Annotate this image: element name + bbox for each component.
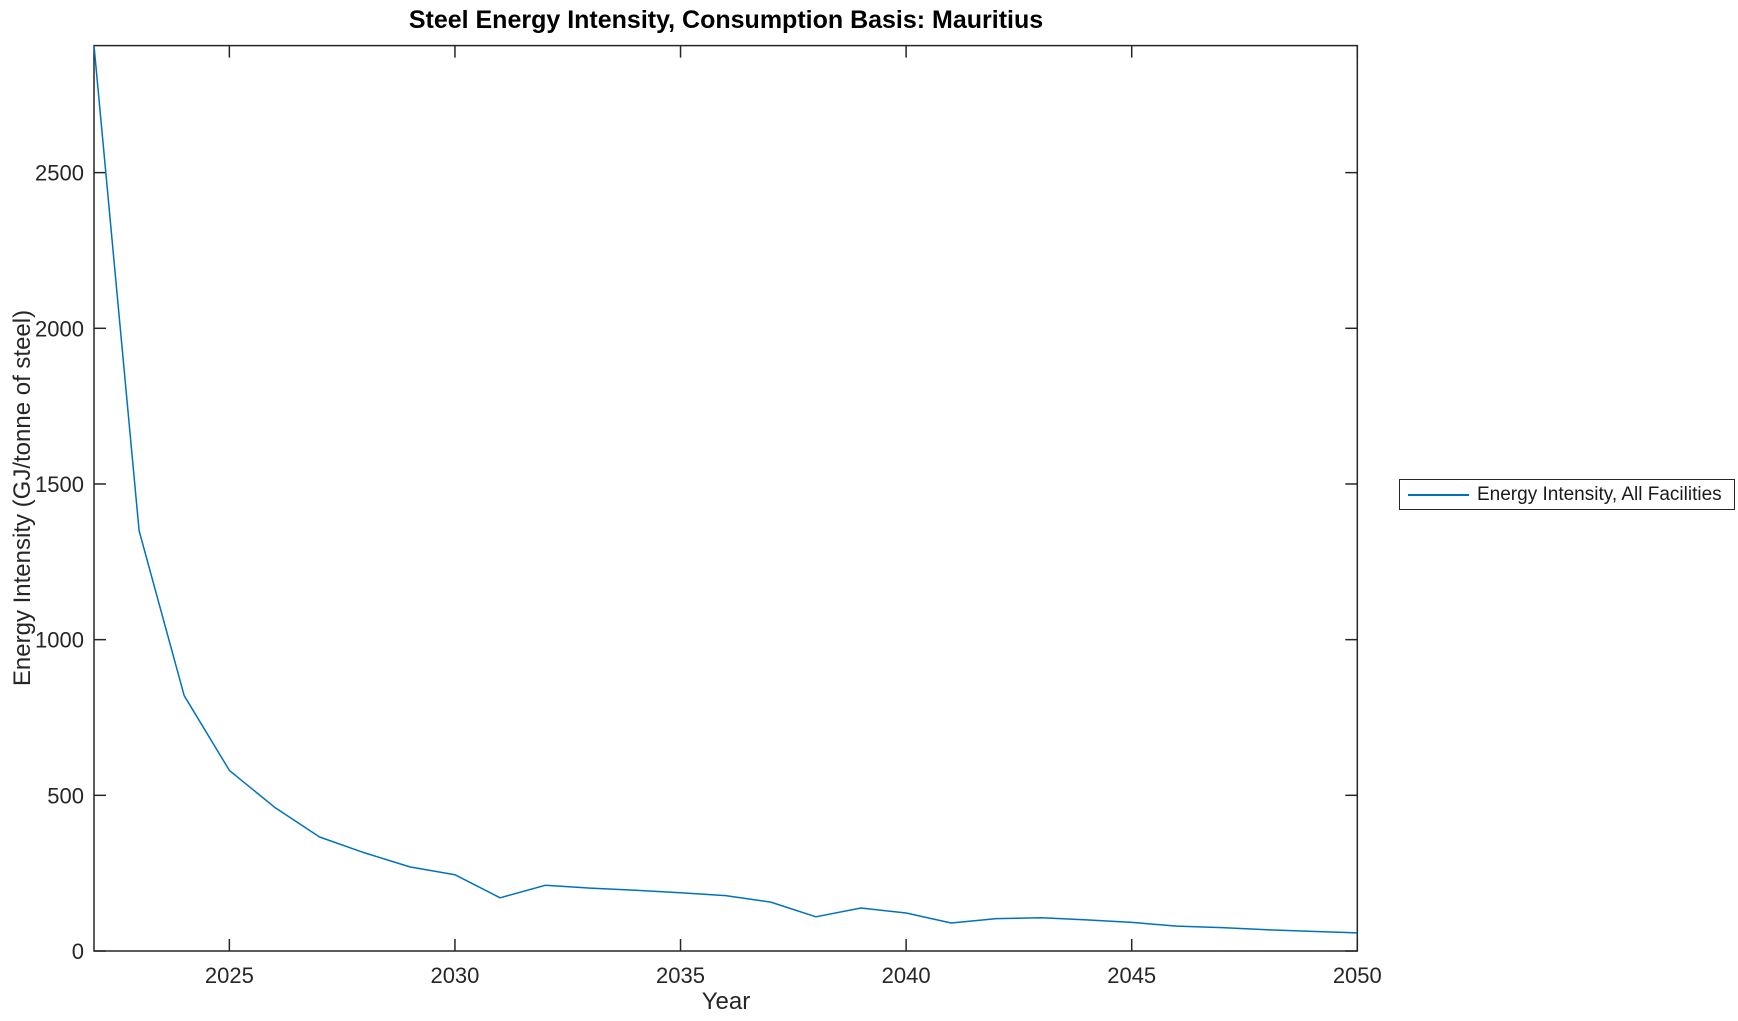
data-line (93, 45, 1358, 934)
y-axis-label: Energy Intensity (GJ/tonne of steel) (9, 309, 36, 687)
x-tick-label: 2035 (656, 963, 705, 988)
axes-frame (93, 44, 1359, 952)
y-tick-label: 2000 (35, 316, 84, 341)
y-tick-label: 2500 (35, 161, 84, 186)
x-tick-label: 2025 (205, 963, 254, 988)
chart-title: Steel Energy Intensity, Consumption Basi… (408, 6, 1044, 34)
legend-entry-label: Energy Intensity, All Facilities (1477, 483, 1722, 505)
legend: Energy Intensity, All Facilities (1399, 479, 1735, 510)
x-tick-label: 2030 (430, 963, 479, 988)
x-tick-label: 2040 (882, 963, 931, 988)
y-tick-label: 500 (47, 783, 84, 808)
x-tick-label: 2050 (1333, 963, 1382, 988)
y-tick-label: 1000 (35, 628, 84, 653)
x-tick-label: 2045 (1107, 963, 1156, 988)
x-axis-label: Year (701, 988, 751, 1015)
legend-line-sample (1408, 493, 1469, 496)
y-tick-label: 0 (72, 939, 84, 964)
y-tick-label: 1500 (35, 472, 84, 497)
